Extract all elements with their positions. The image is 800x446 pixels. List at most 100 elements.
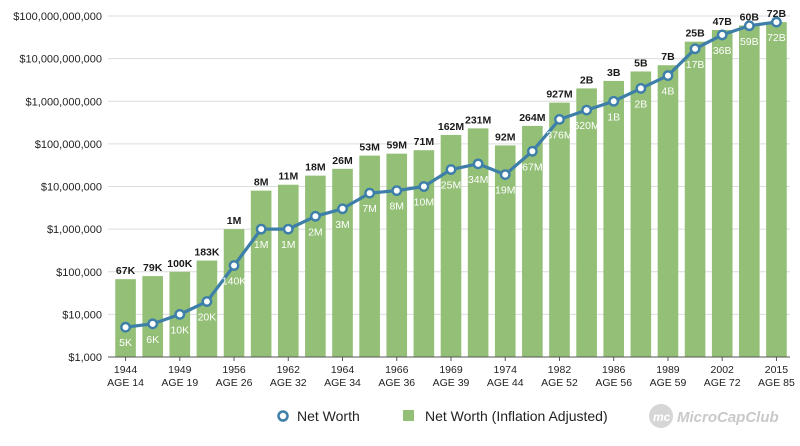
bar [494, 145, 516, 357]
net-worth-point [771, 16, 782, 28]
bar [332, 168, 353, 357]
x-tick-year: 1962 [277, 364, 301, 376]
line-series [120, 16, 782, 333]
x-tick-year: 1956 [222, 364, 246, 376]
y-tick-label: $1,000,000 [47, 224, 102, 236]
bar-value-label: 47B [713, 16, 733, 28]
net-worth-point [499, 169, 511, 181]
bar [277, 184, 299, 357]
net-worth-value-label: 25M [441, 180, 461, 192]
net-worth-point [364, 187, 376, 199]
net-worth-point [228, 260, 240, 271]
x-tick-age: AGE 72 [704, 377, 741, 389]
bar-value-label: 5B [634, 57, 648, 69]
bar [223, 229, 245, 357]
net-worth-point [391, 185, 403, 197]
x-tick-age: AGE 34 [324, 377, 361, 389]
net-worth-point [282, 223, 294, 235]
net-worth-value-label: 8M [389, 201, 404, 213]
bar-value-label: 231M [465, 114, 492, 126]
bar [549, 102, 570, 357]
net-worth-value-label: 1M [254, 239, 269, 251]
legend-line-marker [277, 410, 289, 422]
x-tick-year: 1974 [494, 364, 518, 376]
bar [359, 155, 380, 357]
net-worth-point [418, 181, 430, 192]
net-worth-value-label: 3M [335, 219, 350, 231]
bar-value-label: 927M [546, 89, 573, 101]
y-tick-label: $100,000 [56, 267, 102, 279]
net-worth-value-label: 376M [546, 129, 572, 141]
bar [657, 65, 679, 358]
bar-value-label: 53M [359, 142, 380, 154]
microcapclub-watermark: mc MicroCapClub [649, 404, 779, 428]
bar-value-label: 11M [278, 171, 298, 183]
net-worth-value-label: 5K [119, 337, 132, 349]
axes: $1,000 $10,000 $100,000 $1,000,000 $10,000,0… [13, 11, 795, 389]
net-worth-value-label: 1M [281, 239, 296, 251]
x-tick-age: AGE 85 [758, 377, 795, 389]
bar-value-label: 92M [495, 131, 516, 143]
microcapclub-logo-icon [649, 404, 673, 428]
bar [684, 41, 706, 357]
net-worth-value-label: 19M [495, 185, 515, 197]
net-worth-point [716, 29, 728, 41]
x-tick-age: AGE 44 [487, 377, 524, 389]
net-worth-value-label: 140K [222, 276, 247, 288]
x-tick-age: AGE 56 [595, 377, 632, 389]
bar-value-label: 67K [116, 265, 136, 277]
net-worth-value-label: 2M [308, 226, 323, 238]
net-worth-point [120, 321, 131, 333]
net-worth-point [689, 43, 701, 55]
net-worth-value-label: 34M [468, 174, 488, 186]
legend-bar-swatch [403, 410, 414, 421]
x-tick-year: 1969 [439, 364, 463, 376]
net-worth-point [174, 308, 186, 320]
bar-value-label: 72B [767, 8, 787, 20]
bar-value-label: 2B [580, 74, 594, 86]
net-worth-point [445, 164, 457, 175]
y-tick-label: $10,000 [62, 309, 102, 321]
x-tick-age: AGE 59 [650, 377, 687, 389]
x-tick-age: AGE 52 [541, 377, 578, 389]
bar-value-label: 100K [167, 258, 193, 270]
bar [386, 153, 408, 357]
net-worth-point [309, 210, 321, 222]
net-worth-point [581, 104, 592, 116]
x-tick-year: 1949 [168, 364, 192, 376]
bar-value-label: 1M [227, 215, 242, 227]
bar [467, 128, 489, 357]
net-worth-value-label: 36B [713, 45, 732, 57]
bar [711, 29, 733, 357]
net-worth-value-label: 7M [362, 203, 377, 215]
x-tick-year: 1989 [656, 364, 680, 376]
net-worth-value-label: 1B [607, 111, 620, 123]
bar [305, 175, 326, 357]
net-worth-value-label: 10M [414, 197, 434, 209]
net-worth-value-label: 59B [740, 36, 759, 48]
x-tick-year: 1944 [114, 364, 138, 376]
bar-value-label: 162M [438, 121, 465, 133]
x-tick-age: AGE 36 [378, 377, 415, 389]
bar-value-label: 8M [254, 177, 269, 189]
net-worth-value-label: 620M [573, 120, 599, 132]
bar-value-label: 26M [332, 155, 353, 167]
net-worth-value-label: 2B [634, 98, 647, 110]
bar [115, 279, 136, 357]
net-worth-point [147, 318, 159, 330]
y-tick-label: $10,000,000,000 [19, 54, 102, 66]
y-tick-label: $1,000,000,000 [26, 96, 102, 108]
net-worth-point [526, 145, 538, 157]
bar [522, 125, 543, 357]
bar [739, 25, 760, 358]
x-tick-age: AGE 26 [216, 377, 253, 389]
legend-bar-label: Net Worth (Inflation Adjusted) [425, 408, 608, 424]
y-tick-label: $100,000,000,000 [13, 11, 102, 23]
net-worth-point [554, 113, 565, 125]
legend: Net Worth Net Worth (Inflation Adjusted) [277, 408, 608, 424]
net-worth-point [472, 158, 484, 170]
bar-value-label: 183K [194, 247, 220, 259]
x-tick-age: AGE 19 [161, 377, 198, 389]
bar [630, 71, 652, 357]
